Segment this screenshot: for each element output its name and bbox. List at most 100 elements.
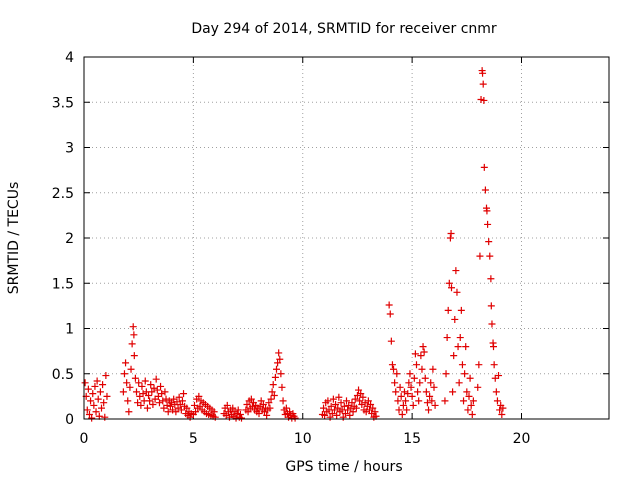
data-point	[441, 397, 449, 405]
data-point	[238, 414, 245, 422]
data-point	[267, 395, 275, 403]
data-point	[84, 385, 92, 393]
data-point	[402, 397, 410, 405]
data-point	[484, 220, 492, 228]
data-point	[129, 323, 137, 331]
data-point	[460, 397, 468, 405]
data-point	[371, 408, 379, 416]
data-point	[451, 315, 459, 323]
x-tick-label: 10	[294, 431, 312, 447]
data-point	[431, 401, 439, 409]
data-point	[386, 310, 394, 318]
data-point	[234, 406, 242, 414]
data-point	[120, 370, 128, 378]
data-point	[81, 379, 89, 387]
data-point	[268, 388, 276, 396]
data-point	[279, 397, 287, 405]
data-point	[357, 390, 365, 398]
data-point	[419, 343, 427, 351]
data-point	[467, 401, 475, 409]
data-point	[89, 390, 97, 398]
data-point	[128, 340, 136, 348]
data-point	[479, 80, 487, 88]
data-point	[391, 379, 399, 387]
data-point	[455, 379, 463, 387]
data-point	[463, 388, 471, 396]
data-point	[135, 379, 143, 387]
data-point	[90, 401, 98, 409]
data-point	[411, 350, 419, 358]
data-point	[92, 408, 100, 416]
data-point	[485, 238, 493, 246]
data-point	[474, 383, 482, 391]
data-point	[137, 401, 145, 409]
data-point	[83, 406, 91, 414]
data-point	[320, 404, 328, 412]
data-point	[337, 399, 345, 407]
data-point	[400, 388, 408, 396]
data-point	[263, 411, 271, 419]
data-point	[407, 383, 415, 391]
data-point	[149, 401, 157, 409]
data-point	[442, 370, 450, 378]
data-point	[273, 365, 280, 373]
data-point	[418, 365, 426, 373]
y-tick-label: 2.5	[52, 186, 74, 202]
grid	[84, 57, 609, 419]
data-point	[180, 390, 188, 398]
data-point	[449, 388, 457, 396]
data-point	[339, 413, 347, 421]
data-points	[81, 67, 507, 422]
data-point	[404, 390, 412, 398]
data-point	[444, 306, 452, 314]
data-point	[422, 388, 430, 396]
data-point	[282, 404, 290, 412]
data-point	[448, 284, 455, 292]
data-point	[91, 382, 99, 390]
data-point	[480, 96, 488, 104]
data-point	[183, 404, 191, 412]
data-point	[469, 397, 477, 405]
data-point	[321, 411, 329, 419]
data-point	[403, 406, 411, 414]
x-axis-label: GPS time / hours	[285, 459, 402, 475]
y-axis-label: SRMTID / TECUs	[6, 182, 22, 295]
data-point	[457, 306, 465, 314]
data-point	[244, 408, 252, 416]
data-point	[392, 388, 400, 396]
data-point	[398, 410, 406, 418]
data-point	[196, 402, 204, 410]
data-point	[87, 397, 95, 405]
x-tick-label: 20	[513, 431, 531, 447]
y-tick-label: 0	[65, 412, 74, 428]
data-point	[277, 370, 285, 378]
data-point	[177, 406, 185, 414]
data-point	[452, 267, 460, 275]
data-point	[265, 399, 273, 407]
x-tick-label: 0	[80, 431, 89, 447]
data-point	[387, 337, 395, 345]
data-point	[423, 399, 431, 407]
data-point	[421, 374, 429, 382]
data-point	[259, 401, 267, 409]
data-point	[210, 408, 218, 416]
data-point	[124, 397, 132, 405]
x-tick-label: 5	[189, 431, 198, 447]
data-point	[465, 392, 473, 400]
data-point	[340, 402, 348, 410]
data-point	[405, 379, 413, 387]
data-point	[334, 404, 342, 412]
data-point	[450, 352, 458, 360]
y-tick-label: 1.5	[52, 276, 74, 292]
data-point	[417, 352, 425, 360]
y-tick-label: 1	[65, 322, 74, 338]
data-point	[456, 334, 464, 342]
data-point	[233, 410, 241, 418]
data-point	[130, 331, 138, 339]
data-point	[429, 365, 437, 373]
data-point	[270, 391, 278, 399]
data-point	[410, 374, 418, 382]
data-point	[388, 361, 396, 369]
data-point	[146, 397, 154, 405]
y-tick-label: 3.5	[52, 95, 74, 111]
